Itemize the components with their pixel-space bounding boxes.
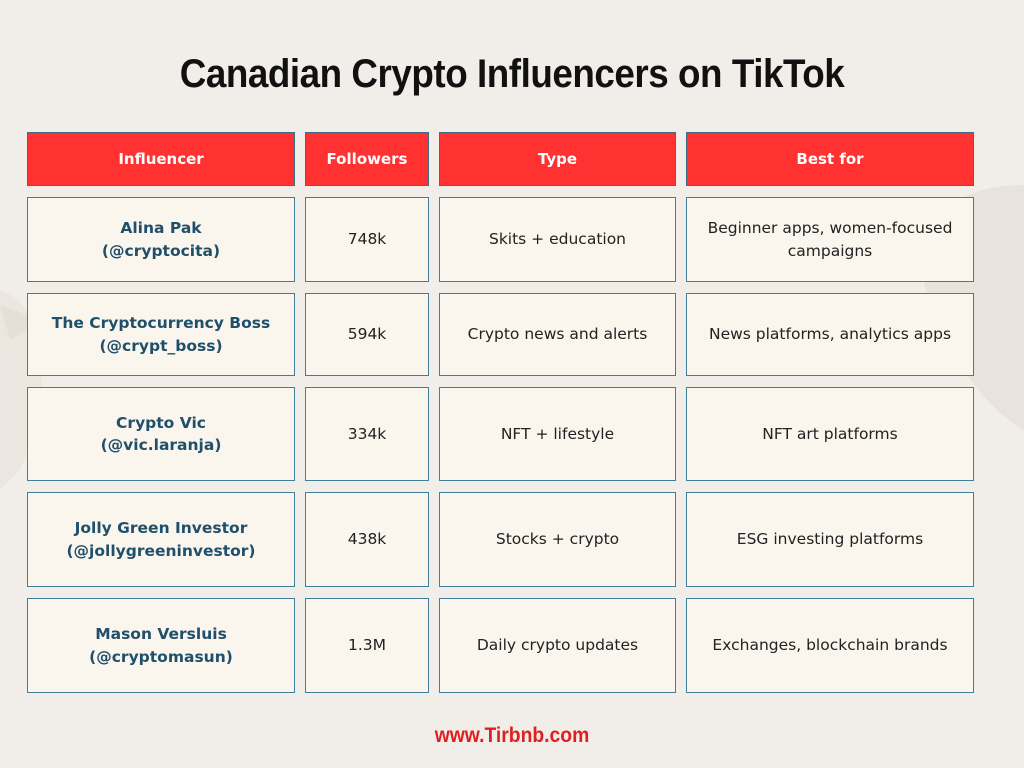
page-title: Canadian Crypto Influencers on TikTok xyxy=(179,52,845,96)
influencer-cell: Crypto Vic (@vic.laranja) xyxy=(27,387,295,481)
influencer-name: Mason Versluis xyxy=(95,625,227,644)
best-for-cell: News platforms, analytics apps xyxy=(686,293,974,376)
followers-cell: 748k xyxy=(305,197,429,282)
influencer-handle: (@vic.laranja) xyxy=(100,436,222,454)
header-best-for: Best for xyxy=(686,132,974,186)
type-cell: NFT + lifestyle xyxy=(439,387,676,481)
influencer-cell: The Cryptocurrency Boss (@crypt_boss) xyxy=(27,293,295,376)
influencer-handle: (@crypt_boss) xyxy=(99,336,223,355)
influencer-handle: (@cryptomasun) xyxy=(89,647,233,666)
header-influencer: Influencer xyxy=(27,132,295,186)
influencer-cell: Jolly Green Investor (@jollygreeninvesto… xyxy=(27,492,295,587)
influencer-handle: (@jollygreeninvestor) xyxy=(66,541,256,560)
type-cell: Stocks + crypto xyxy=(439,492,676,587)
influencer-cell: Alina Pak (@cryptocita) xyxy=(27,197,295,282)
influencer-handle: (@cryptocita) xyxy=(101,241,221,260)
best-for-cell: NFT art platforms xyxy=(686,387,974,481)
type-cell: Skits + education xyxy=(439,197,676,282)
influencer-name: Alina Pak xyxy=(120,219,202,238)
influencer-table: Influencer Followers Type Best for Alina… xyxy=(27,132,974,704)
influencer-name: The Cryptocurrency Boss xyxy=(51,314,271,333)
best-for-cell: ESG investing platforms xyxy=(686,492,974,587)
influencer-cell: Mason Versluis (@cryptomasun) xyxy=(27,598,295,693)
followers-cell: 334k xyxy=(305,387,429,481)
website-footer: www.Tirbnb.com xyxy=(434,724,590,747)
header-type: Type xyxy=(439,132,676,186)
type-cell: Crypto news and alerts xyxy=(439,293,676,376)
followers-cell: 1.3M xyxy=(305,598,429,693)
type-cell: Daily crypto updates xyxy=(439,598,676,693)
best-for-cell: Exchanges, blockchain brands xyxy=(686,598,974,693)
influencer-name: Crypto Vic xyxy=(116,413,206,432)
influencer-name: Jolly Green Investor xyxy=(74,519,248,538)
followers-cell: 594k xyxy=(305,293,429,376)
best-for-cell: Beginner apps, women-focused campaigns xyxy=(686,197,974,282)
header-followers: Followers xyxy=(305,132,429,186)
followers-cell: 438k xyxy=(305,492,429,587)
